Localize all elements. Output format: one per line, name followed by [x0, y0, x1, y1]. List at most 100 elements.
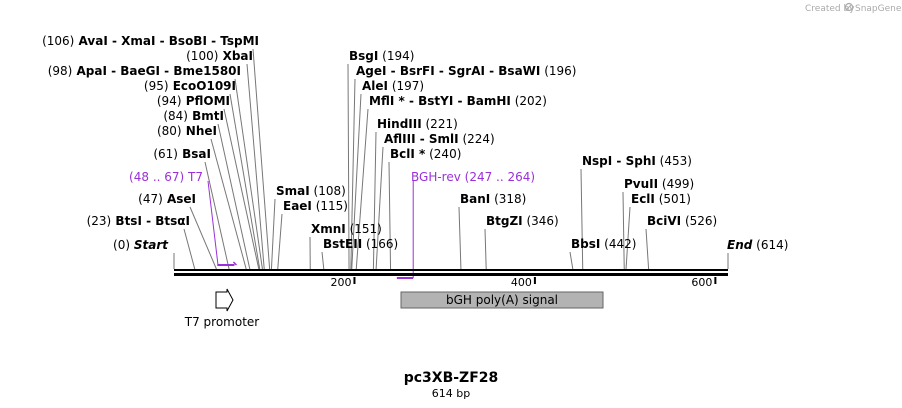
site-label-bsai[interactable]: (61) BsaI — [153, 147, 211, 161]
site-name: - BamHI — [453, 94, 511, 108]
site-name: PvuII — [624, 177, 658, 191]
site-position: (95) — [144, 79, 169, 93]
site-name: EcoO109I — [169, 79, 236, 93]
site-label-nspi[interactable]: NspI - SphI (453) — [582, 154, 692, 168]
site-label-bcivi[interactable]: BciVI (526) — [647, 214, 717, 228]
end-label-start: (0) Start — [113, 238, 169, 252]
site-name: - SphI — [612, 154, 656, 168]
site-position: (346) — [523, 214, 559, 228]
site-position: (197) — [388, 79, 424, 93]
site-leader-lines — [173, 48, 729, 270]
leader-ecoo109i — [229, 93, 261, 270]
primer-name: BGH-rev — [411, 170, 461, 184]
site-label-btsi[interactable]: (23) BtsI - BtsαI — [87, 214, 190, 228]
end-position: (0) — [113, 238, 134, 252]
site-name: BtgZI — [486, 214, 523, 228]
primer-name: T7 — [187, 170, 203, 184]
site-label-agei[interactable]: AgeI - BsrFI - SgrAI - BsaWI (196) — [356, 64, 576, 78]
site-label-ecoo109i[interactable]: (95) EcoO109I — [144, 79, 236, 93]
leader-bbsi — [569, 251, 574, 270]
site-name: HindIII — [377, 117, 422, 131]
end-label-end: End (614) — [727, 238, 788, 252]
site-name: AseI — [163, 192, 196, 206]
site-label-mfli[interactable]: MflI * - BstYI - BamHI (202) — [369, 94, 547, 108]
site-label-bmti[interactable]: (84) BmtI — [163, 109, 224, 123]
leader-asei — [189, 206, 217, 270]
site-name: BmtI — [188, 109, 224, 123]
site-name: BtsI — [111, 214, 142, 228]
site-name: - BsaWI — [485, 64, 540, 78]
brand-name: SnapGene — [855, 4, 902, 14]
site-position: (98) — [48, 64, 73, 78]
site-name: - XmaI — [108, 34, 156, 48]
site-label-alei[interactable]: AleI (197) — [362, 79, 424, 93]
site-position: (318) — [490, 192, 526, 206]
site-name: AgeI — [356, 64, 386, 78]
tick-mark — [714, 277, 717, 284]
primer-label-t7[interactable]: (48 .. 67) T7 — [129, 170, 203, 184]
site-name: BciVI — [647, 214, 681, 228]
site-label-avai[interactable]: (106) AvaI - XmaI - BsoBI - TspMI — [42, 34, 259, 48]
snapgene-logo-icon — [844, 2, 854, 12]
site-label-btgzi[interactable]: BtgZI (346) — [486, 214, 559, 228]
site-name: - SgrAI — [435, 64, 485, 78]
site-position: (202) — [511, 94, 547, 108]
site-position: (224) — [459, 132, 495, 146]
site-name: - BaeGI — [107, 64, 160, 78]
site-position: (84) — [163, 109, 188, 123]
site-label-ecli[interactable]: EclI (501) — [631, 192, 691, 206]
end-name: Start — [134, 238, 169, 252]
site-name: XbaI — [218, 49, 253, 63]
site-label-xbai[interactable]: (100) XbaI — [186, 49, 253, 63]
tick-label: 600 — [691, 276, 712, 289]
credit-text: Created by — [805, 4, 855, 14]
site-label-afliii[interactable]: AflIII - SmlI (224) — [384, 132, 495, 146]
leader-afliii — [375, 146, 384, 270]
site-position: (106) — [42, 34, 74, 48]
site-name: BanI — [460, 192, 490, 206]
leader-bcli — [388, 161, 392, 270]
site-label-asei[interactable]: (47) AseI — [138, 192, 196, 206]
leader-pvuii — [622, 191, 625, 270]
site-label-bbsi[interactable]: BbsI (442) — [571, 237, 636, 251]
site-label-apai[interactable]: (98) ApaI - BaeGI - Bme1580I — [48, 64, 241, 78]
site-label-bsteii[interactable]: BstEII (166) — [323, 237, 398, 251]
site-label-bani[interactable]: BanI (318) — [460, 192, 526, 206]
site-name: BstEII — [323, 237, 362, 251]
site-name: MflI * — [369, 94, 405, 108]
site-label-hindiii[interactable]: HindIII (221) — [377, 117, 458, 131]
primer-label-bgh-rev[interactable]: BGH-rev (247 .. 264) — [411, 170, 535, 184]
site-label-nhei[interactable]: (80) NheI — [157, 124, 217, 138]
site-name: EaeI — [283, 199, 312, 213]
primer-leader-t7 — [207, 180, 219, 266]
leader-btgzi — [484, 228, 487, 270]
leader-agei — [350, 78, 356, 270]
site-label-bsgi[interactable]: BsgI (194) — [349, 49, 414, 63]
site-name: AflIII — [384, 132, 416, 146]
site-position: (194) — [378, 49, 414, 63]
leader-pfloMI — [223, 108, 260, 270]
primer-arrow-t7 — [232, 261, 237, 266]
site-position: (166) — [362, 237, 398, 251]
site-label-bcli[interactable]: BclI * (240) — [390, 147, 461, 161]
site-name: NheI — [182, 124, 217, 138]
leader-nspi — [580, 168, 584, 270]
leader-bsteii — [321, 251, 325, 270]
feature-arrow-t7-promoter[interactable] — [215, 288, 234, 312]
site-label-pvuii[interactable]: PvuII (499) — [624, 177, 694, 191]
site-position: (221) — [422, 117, 458, 131]
site-label-smai[interactable]: SmaI (108) — [276, 184, 346, 198]
site-position: (23) — [87, 214, 112, 228]
site-label-eaei[interactable]: EaeI (115) — [283, 199, 348, 213]
site-name: - BsrFI — [386, 64, 434, 78]
site-position: (526) — [681, 214, 717, 228]
site-name: AvaI — [74, 34, 107, 48]
feature-box-bgh-polya[interactable] — [400, 291, 604, 309]
site-label-xmni[interactable]: XmnI (151) — [311, 222, 382, 236]
leader-apai — [234, 78, 263, 270]
site-label-pfloMI[interactable]: (94) PflOMI — [157, 94, 230, 108]
tick-mark — [533, 277, 536, 284]
site-name: ApaI — [72, 64, 107, 78]
leader-bani — [458, 206, 462, 270]
primer-layer: (48 .. 67) T7 BGH-rev (247 .. 264) — [129, 170, 535, 279]
